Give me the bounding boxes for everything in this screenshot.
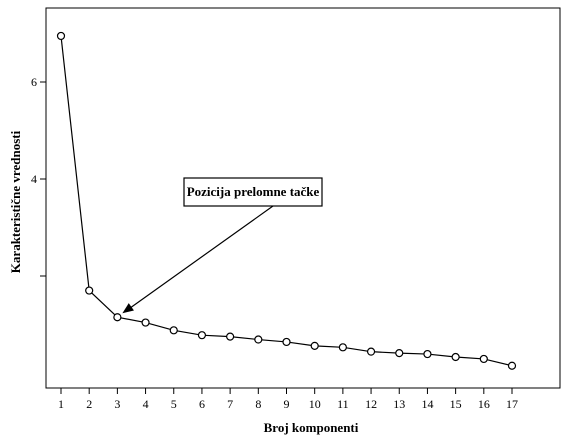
x-tick-label: 2: [86, 397, 92, 411]
x-tick-label: 11: [337, 397, 349, 411]
x-tick-label: 16: [478, 397, 490, 411]
y-axis-title: Karakteristične vrednosti: [8, 130, 23, 273]
data-point: [507, 361, 517, 370]
data-point: [479, 354, 488, 364]
y-tick-label: 6: [31, 75, 37, 89]
data-point: [395, 349, 404, 358]
data-point: [282, 337, 291, 347]
y-tick-label: 4: [31, 172, 37, 186]
data-point: [113, 313, 122, 322]
data-point: [56, 31, 66, 41]
annotation-arrow-line: [128, 205, 274, 310]
x-tick-label: 8: [255, 397, 261, 411]
x-tick-label: 17: [506, 397, 518, 411]
data-point: [310, 341, 319, 350]
data-point: [169, 326, 178, 335]
break-point-annotation: Pozicija prelomne tačke: [122, 177, 323, 314]
data-point: [366, 347, 376, 356]
x-tick-label: 7: [227, 397, 233, 411]
data-point: [254, 335, 263, 344]
x-tick-label: 12: [365, 397, 377, 411]
data-point: [423, 349, 432, 359]
annotation-label: Pozicija prelomne tačke: [187, 184, 320, 199]
x-tick-label: 4: [143, 397, 149, 411]
x-axis-title: Broj komponenti: [264, 420, 359, 435]
annotation-box: [183, 177, 323, 207]
annotation-arrowhead: [122, 303, 134, 314]
x-tick-label: 15: [450, 397, 462, 411]
x-tick-label: 1: [58, 397, 64, 411]
x-tick-label: 10: [309, 397, 321, 411]
data-point: [338, 343, 347, 352]
eigenvalue-series: [56, 31, 517, 370]
x-tick-label: 13: [393, 397, 405, 411]
plot-border: [45, 7, 561, 389]
data-point: [197, 331, 207, 340]
data-point: [451, 352, 460, 362]
plot-frame: [45, 7, 561, 389]
x-tick-label: 3: [114, 397, 120, 411]
x-tick-label: 5: [171, 397, 177, 411]
data-point: [85, 286, 94, 295]
x-tick-label: 14: [421, 397, 433, 411]
data-point: [141, 318, 150, 327]
x-tick-label: 9: [284, 397, 290, 411]
data-point: [226, 332, 235, 341]
y-axis: 46: [31, 75, 46, 277]
x-axis: 1 2 3 4 5 6 7 8 9 10 11 12 13 14 15 16 17: [58, 388, 518, 411]
x-tick-label: 6: [199, 397, 205, 411]
